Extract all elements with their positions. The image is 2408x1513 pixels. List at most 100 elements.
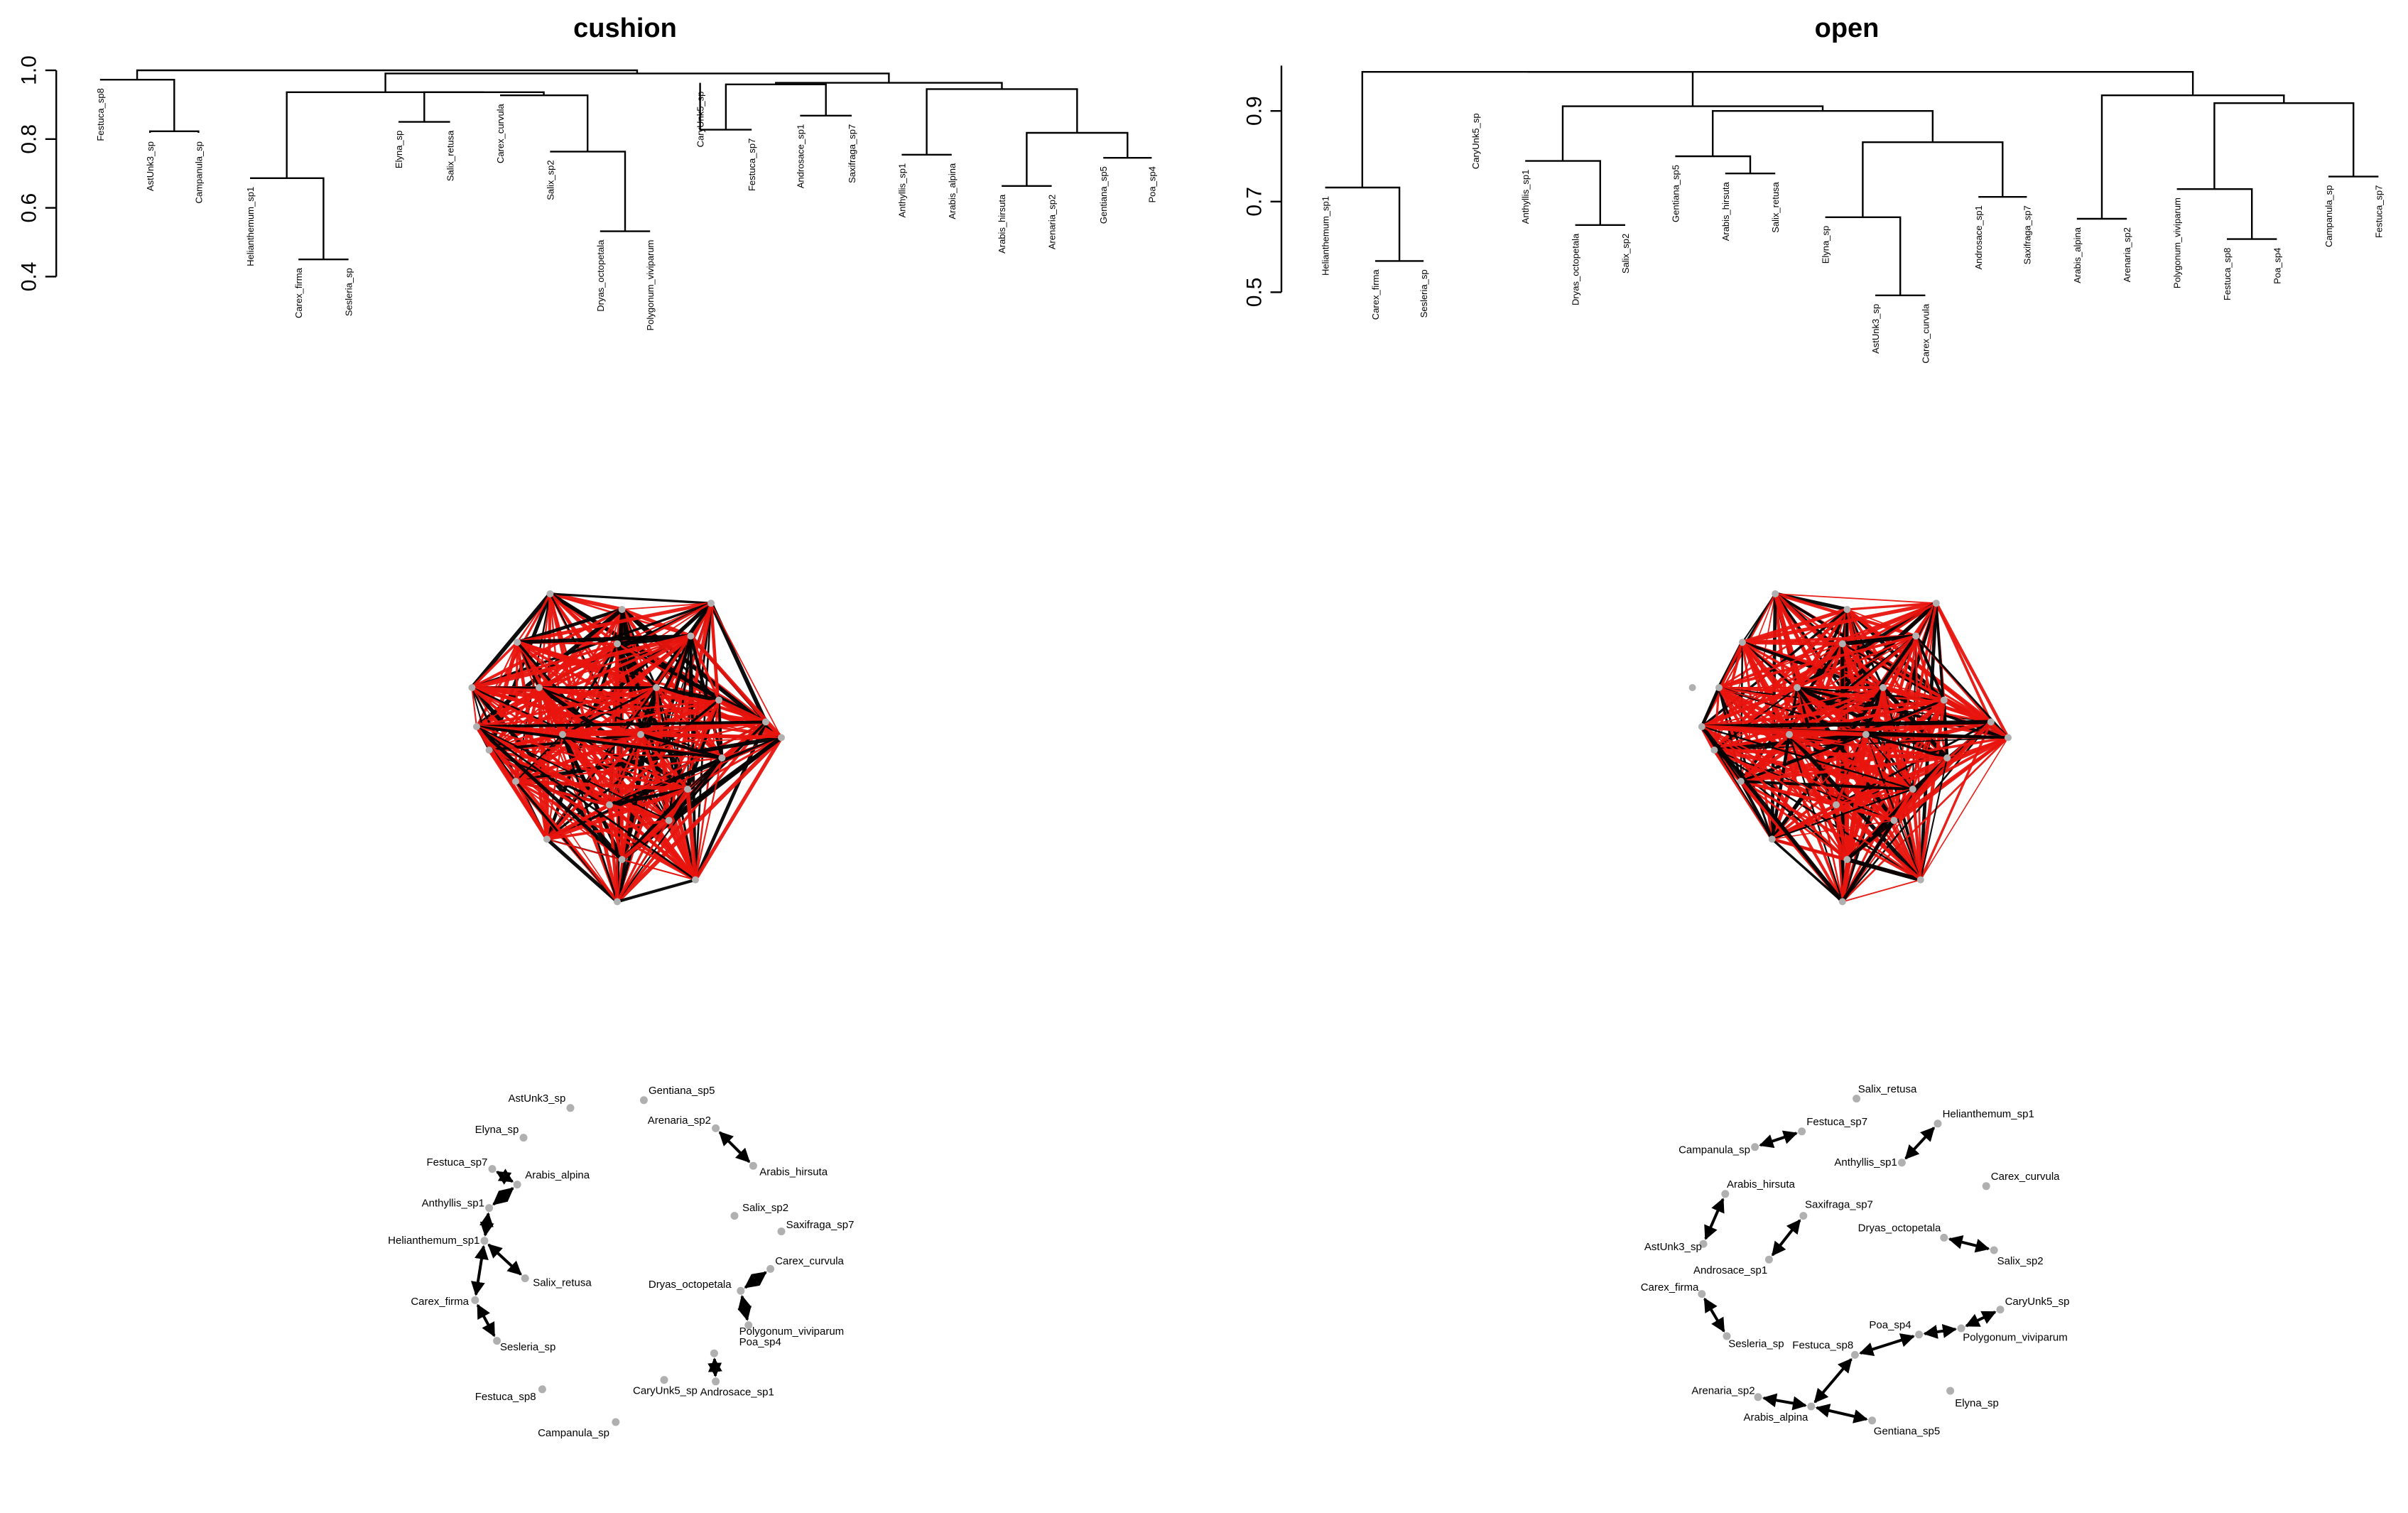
correlation-edge [548, 593, 619, 902]
cushion-correlation-network [468, 590, 785, 906]
leaf-label: AstUnk3_sp [1870, 304, 1881, 354]
network-node [514, 639, 521, 646]
network-node [1798, 1127, 1806, 1136]
leaf-label: Carex_firma [1370, 269, 1381, 320]
correlation-edge [709, 602, 768, 723]
network-node [777, 1227, 786, 1236]
leaf-label: Carex_curvula [1920, 303, 1931, 364]
network-node [737, 1286, 745, 1295]
correlation-edge [1920, 737, 2009, 881]
correlation-edge [1892, 788, 1914, 822]
leaf-label: Androsace_sp1 [1973, 205, 1984, 269]
network-node [471, 1296, 479, 1304]
correlation-edge [1840, 859, 1849, 902]
dendrogram-link [286, 91, 484, 178]
network-node-label: Carex_curvula [775, 1255, 844, 1267]
network-node [1764, 1255, 1773, 1264]
network-node [1946, 1387, 1955, 1395]
network-node [618, 606, 626, 613]
correlation-edge [1718, 634, 1916, 689]
open-interaction-network: Salix_retusa Helianthemum_sp1 Festuca_sp7 C… [1641, 1083, 2070, 1438]
correlation-edge [1775, 593, 1936, 604]
leaf-label: Polygonum_viviparum [645, 240, 656, 331]
correlation-edge [689, 635, 720, 701]
network-node-label: Campanula_sp [1678, 1144, 1750, 1156]
dendrogram-link [1825, 216, 1902, 295]
network-node [1723, 1332, 1731, 1340]
network-node [468, 684, 476, 691]
network-node [566, 1104, 575, 1112]
correlation-edge [562, 698, 720, 736]
correlation-edge [689, 636, 697, 880]
correlation-edge [1718, 608, 1848, 689]
network-node [1957, 1324, 1965, 1333]
interaction-arrow [718, 1131, 751, 1163]
correlation-edge [1846, 857, 1921, 882]
correlation-edge [718, 698, 766, 724]
correlation-edge [515, 732, 641, 783]
correlation-edge [471, 602, 712, 689]
correlation-edge [1841, 737, 2009, 903]
leaf-label: Dryas_octopetala [595, 239, 606, 312]
network-node [1890, 817, 1898, 824]
leaf-label: Gentiana_sp5 [1098, 166, 1109, 224]
dendrogram-link [1525, 160, 1601, 225]
network-node-label: Arenaria_sp2 [648, 1115, 711, 1127]
network-node [1912, 632, 1920, 640]
correlation-edge [1740, 780, 1913, 791]
network-node-label: Carex_firma [411, 1296, 469, 1308]
correlation-edge [476, 725, 696, 881]
correlation-edge [1701, 725, 1921, 881]
correlation-edge [710, 602, 782, 738]
correlation-edge [476, 686, 657, 728]
leaf-label: Helianthemum_sp1 [245, 187, 256, 266]
correlation-edge [475, 725, 624, 861]
network-node-label: Festuca_sp8 [475, 1391, 536, 1403]
leaf-label: Campanula_sp [193, 141, 204, 203]
correlation-edge [640, 732, 723, 760]
correlation-edge [549, 592, 623, 612]
network-node [559, 731, 566, 738]
leaf-label: Saxifraga_sp7 [2022, 205, 2032, 264]
network-node [749, 1161, 757, 1170]
correlation-edge [1919, 757, 1948, 880]
network-node-label: Dryas_octopetala [649, 1279, 732, 1291]
dendrogram-link [1675, 155, 1752, 174]
network-node [766, 1264, 775, 1273]
leaf-label: Sesleria_sp [344, 268, 354, 316]
correlation-edge [1739, 781, 1774, 840]
correlation-edge [1789, 698, 1945, 737]
network-node [1915, 1330, 1924, 1339]
correlation-edge [476, 687, 540, 727]
open-title: open [1815, 13, 1880, 43]
network-node [1843, 856, 1851, 863]
correlation-edge [538, 635, 691, 689]
network-node [1909, 786, 1916, 793]
leaf-label: Elyna_sp [1821, 226, 1831, 264]
interaction-arrow [492, 1187, 514, 1206]
network-node [1868, 1416, 1877, 1425]
leaf-label: Carex_firma [293, 267, 304, 318]
correlation-edge [1771, 803, 1838, 841]
network-node [710, 1349, 718, 1357]
correlation-edge [476, 726, 670, 821]
correlation-edge [622, 602, 712, 610]
network-node [1838, 640, 1846, 648]
network-node-label: CaryUnk5_sp [2005, 1296, 2070, 1308]
interaction-arrow [1859, 1333, 1915, 1357]
interaction-arrow [1965, 1311, 1997, 1328]
network-node [1943, 754, 1951, 761]
correlation-edge [1701, 725, 1894, 822]
correlation-edge [616, 820, 670, 903]
network-node-label: Helianthemum_sp1 [1943, 1108, 2034, 1120]
y-axis-tick-label: 0.9 [1242, 96, 1266, 126]
network-node-label: Salix_sp2 [742, 1202, 788, 1214]
interaction-arrow [1771, 1219, 1801, 1257]
network-node [1862, 731, 1870, 738]
correlation-edge [1847, 602, 1936, 611]
correlation-edge [476, 720, 766, 729]
interaction-arrow [1759, 1130, 1798, 1149]
correlation-edge [1701, 726, 1948, 759]
correlation-edge [1701, 726, 1773, 840]
correlation-edge [1789, 734, 1837, 806]
